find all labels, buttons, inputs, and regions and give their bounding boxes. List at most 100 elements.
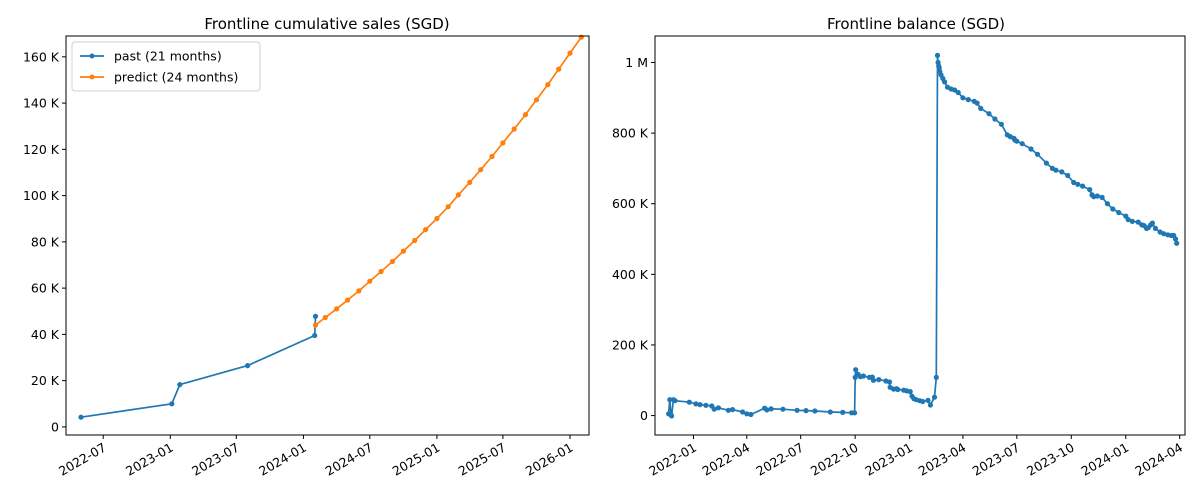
- series-0-point: [794, 407, 800, 413]
- legend-predict-marker: [89, 74, 95, 80]
- series-0-point: [965, 97, 971, 103]
- y-tick-label: 120 K: [23, 142, 60, 157]
- series-0-point: [312, 332, 318, 339]
- series-1-point: [545, 82, 551, 88]
- y-tick-label: 40 K: [31, 327, 60, 342]
- series-0-point: [730, 407, 736, 413]
- series-1-point: [345, 297, 351, 303]
- y-tick-label: 0: [640, 408, 648, 423]
- series-0-point: [725, 407, 732, 413]
- series-0-point: [870, 377, 877, 383]
- series-0-point: [1071, 179, 1077, 186]
- cumulative-sales-title: Frontline cumulative sales (SGD): [204, 15, 449, 33]
- series-0-point: [715, 405, 722, 411]
- series-1-point: [578, 34, 584, 40]
- y-tick-label: 600 K: [612, 196, 649, 211]
- series-0-point: [803, 408, 809, 414]
- y-tick-label: 80 K: [31, 234, 60, 249]
- series-0-point: [886, 379, 893, 385]
- y-tick-label: 160 K: [23, 49, 60, 64]
- legend-past-marker: [89, 53, 95, 59]
- series-0-point: [693, 401, 699, 407]
- series-0-point: [852, 410, 858, 416]
- series-0-point: [711, 406, 717, 412]
- y-tick-label: 800 K: [612, 126, 649, 141]
- series-0-point: [686, 399, 692, 405]
- series-1-point: [322, 314, 328, 321]
- series-0-point: [764, 407, 770, 413]
- series-1-point: [356, 288, 362, 294]
- series-0-point: [1161, 231, 1167, 237]
- series-0-point: [931, 394, 938, 400]
- series-1-point: [434, 215, 440, 222]
- series-0-point: [667, 397, 673, 403]
- series-0-point: [1094, 193, 1100, 199]
- series-0-point: [1152, 225, 1158, 231]
- series-1-point: [445, 204, 451, 210]
- series-0-point: [1075, 181, 1081, 187]
- y-tick-label: 100 K: [23, 188, 60, 203]
- series-0-point: [1125, 217, 1131, 223]
- series-0-point: [697, 402, 703, 408]
- series-0-point: [1135, 219, 1141, 225]
- legend-past-label: past (21 months): [114, 49, 222, 64]
- series-1-point: [478, 167, 484, 173]
- series-0-point: [1014, 138, 1020, 144]
- series-1-point: [423, 227, 429, 233]
- series-1-point: [567, 50, 573, 56]
- series-0-point: [1129, 218, 1135, 224]
- series-0-point: [1104, 201, 1110, 207]
- legend-frame: [71, 41, 261, 92]
- balance-plot: [666, 52, 1180, 419]
- legend-predict-label: predict (24 months): [114, 70, 238, 85]
- series-1-point: [533, 97, 540, 103]
- series-0-point: [780, 406, 786, 412]
- series-0-point: [974, 100, 980, 106]
- series-0-point: [669, 413, 675, 419]
- series-0-point: [1110, 206, 1116, 212]
- series-1-point: [400, 248, 406, 254]
- series-1-point: [412, 237, 418, 244]
- series-0-point: [1172, 236, 1179, 242]
- balance-axes-frame: [654, 35, 1186, 436]
- series-0-point: [1080, 183, 1086, 189]
- series-1-point: [367, 278, 373, 284]
- series-0-point: [986, 111, 992, 117]
- series-0-point: [960, 95, 966, 101]
- series-0-point: [1043, 160, 1049, 166]
- balance-y-axis: 0 200 K 400 K 600 K 800 K 1 M: [612, 55, 655, 423]
- series-0-point: [1174, 240, 1180, 246]
- cumulative-sales-axes-frame: [65, 35, 590, 436]
- series-1-point: [522, 112, 529, 118]
- series-0-point: [1087, 187, 1093, 193]
- series-0-point: [1053, 167, 1059, 173]
- series-0-point: [827, 409, 833, 415]
- series-0-point: [907, 389, 913, 395]
- series-0-point: [1149, 220, 1155, 226]
- y-tick-label: 0: [51, 419, 59, 434]
- series-0-point: [703, 402, 709, 408]
- y-tick-label: 400 K: [612, 267, 649, 282]
- y-tick-label: 140 K: [23, 96, 60, 111]
- series-1-point: [556, 66, 562, 72]
- series-0-point: [934, 52, 941, 59]
- series-0-point: [672, 398, 678, 404]
- series-0-point: [740, 409, 746, 415]
- cumulative-sales-plot: [78, 34, 584, 420]
- series-0-point: [978, 105, 984, 111]
- cumulative-sales-legend: past (21 months) predict (24 months): [71, 41, 261, 92]
- series-0-point: [853, 367, 859, 373]
- series-0-point: [1019, 141, 1025, 147]
- series-1-point: [500, 140, 506, 146]
- series-0-point: [748, 411, 754, 418]
- series-0-point: [998, 121, 1005, 127]
- series-1-point: [378, 268, 384, 275]
- series-0-point: [1065, 172, 1071, 179]
- y-tick-label: 60 K: [31, 281, 60, 296]
- balance-title: Frontline balance (SGD): [827, 15, 1005, 33]
- series-1-point: [334, 306, 340, 312]
- series-1-point: [389, 258, 395, 265]
- series-0-point: [1116, 209, 1122, 216]
- series-0-line: [80, 316, 317, 419]
